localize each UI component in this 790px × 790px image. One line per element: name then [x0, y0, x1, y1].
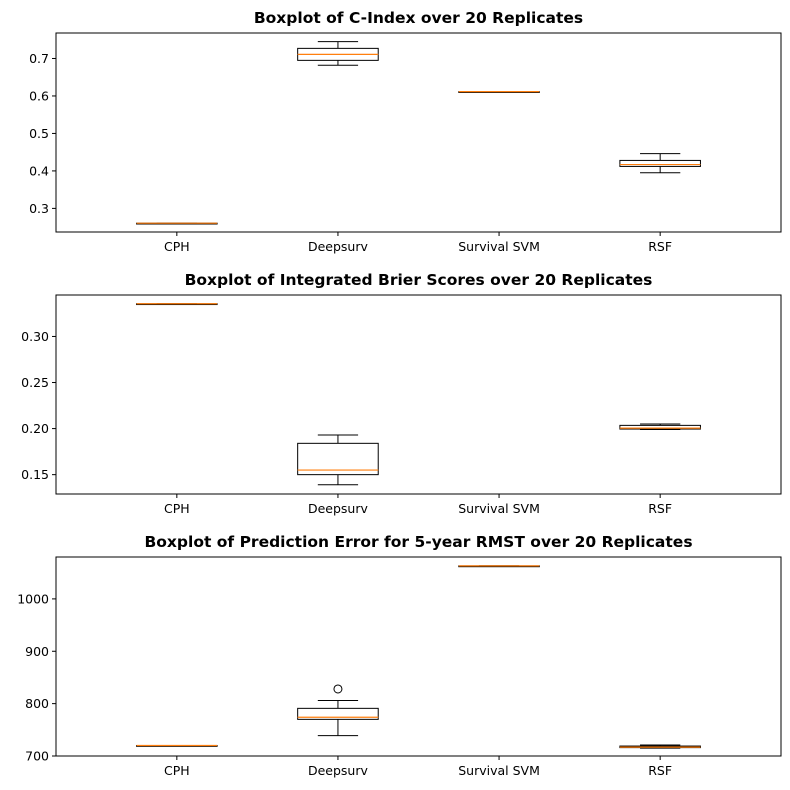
x-tick-label: CPH — [164, 501, 190, 516]
y-tick-label: 1000 — [17, 591, 49, 606]
x-tick-label: CPH — [164, 763, 190, 778]
box-cph — [136, 303, 218, 306]
y-tick-label: 800 — [25, 696, 49, 711]
box-survival-svm — [458, 91, 540, 93]
box-iqr — [297, 442, 379, 476]
x-tick-label: RSF — [648, 239, 672, 254]
x-tick-label: Survival SVM — [458, 763, 540, 778]
box-iqr — [619, 159, 701, 167]
x-tick-label: Deepsurv — [308, 763, 369, 778]
x-tick-label: Survival SVM — [458, 239, 540, 254]
box-cph — [136, 744, 218, 747]
box-rsf — [619, 744, 701, 749]
x-tick-label: Survival SVM — [458, 501, 540, 516]
box-iqr — [619, 424, 701, 430]
axes-frame — [55, 294, 782, 495]
box-cph — [136, 222, 218, 225]
chart-1: Boxplot of C-Index over 20 Replicates 0.3… — [29, 9, 782, 254]
y-tick-label: 0.20 — [21, 421, 49, 436]
x-tick-label: CPH — [164, 239, 190, 254]
x-tick-label: Deepsurv — [308, 239, 369, 254]
y-tick-label: 0.25 — [21, 375, 49, 390]
box-rsf — [619, 423, 701, 431]
y-tick-label: 0.7 — [29, 51, 49, 66]
x-tick-label: RSF — [648, 763, 672, 778]
x-tick-label: Deepsurv — [308, 501, 369, 516]
chart-title: Boxplot of Integrated Brier Scores over … — [185, 271, 653, 289]
chart-2: Boxplot of Integrated Brier Scores over … — [21, 271, 782, 516]
box-deepsurv — [297, 41, 379, 66]
y-tick-label: 0.30 — [21, 329, 49, 344]
box-survival-svm — [458, 565, 540, 568]
y-tick-label: 0.5 — [29, 126, 49, 141]
y-tick-label: 0.3 — [29, 201, 49, 216]
axes-frame — [55, 32, 782, 233]
chart-title: Boxplot of C-Index over 20 Replicates — [254, 9, 583, 27]
chart-3: Boxplot of Prediction Error for 5-year R… — [17, 533, 782, 778]
y-tick-label: 0.4 — [29, 163, 49, 178]
box-deepsurv — [297, 434, 379, 486]
axes-frame — [55, 556, 782, 757]
box-deepsurv — [297, 684, 379, 737]
y-tick-label: 700 — [25, 749, 49, 764]
outlier-point — [333, 684, 343, 694]
box-rsf — [619, 153, 701, 174]
x-tick-label: RSF — [648, 501, 672, 516]
chart-title: Boxplot of Prediction Error for 5-year R… — [144, 533, 692, 551]
y-tick-label: 900 — [25, 644, 49, 659]
box-iqr — [297, 707, 379, 720]
y-tick-label: 0.15 — [21, 467, 49, 482]
y-tick-label: 0.6 — [29, 88, 49, 103]
